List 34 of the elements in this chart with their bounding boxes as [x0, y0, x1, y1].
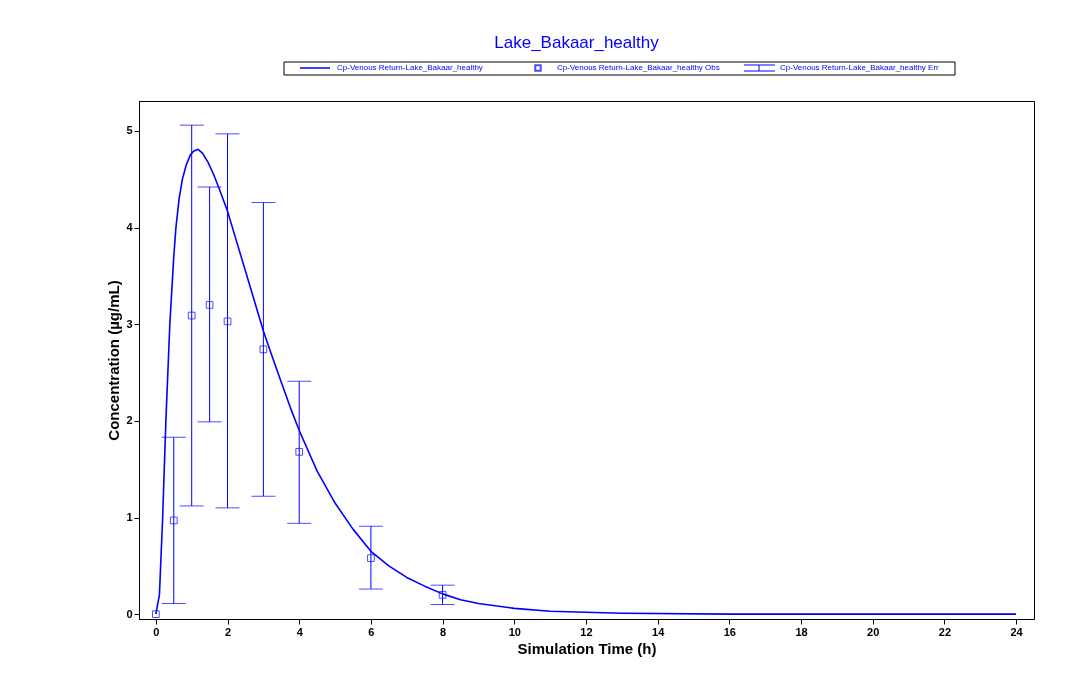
- y-tick-label: 4: [126, 221, 134, 234]
- chart-title: Lake_Bakaar_healthy: [494, 33, 660, 52]
- point: [367, 554, 375, 562]
- point: [169, 516, 178, 525]
- x-tick-label: 12: [580, 625, 593, 638]
- text: Cp-Venous Return-Lake_Bakaar_healthy Err: [780, 63, 940, 72]
- point: [151, 610, 160, 619]
- point: [438, 590, 447, 599]
- y-tick-label: 2: [126, 414, 133, 427]
- x-tick-label: 16: [723, 625, 736, 638]
- point: [205, 301, 214, 309]
- legend-label: Cp-Venous Return-Lake_Bakaar_healthy: [337, 63, 483, 72]
- x-tick-label: 0: [153, 625, 160, 638]
- x-tick-label: 14: [652, 625, 666, 638]
- x-tick-label: 2: [224, 625, 232, 638]
- point: [295, 447, 304, 456]
- x-tick-label: 20: [867, 625, 880, 638]
- x-tick-label: 10: [508, 625, 521, 638]
- point: [187, 311, 196, 320]
- point: [223, 317, 232, 326]
- x-tick-label: 4: [296, 625, 304, 638]
- x-tick-label: 6: [368, 625, 375, 638]
- y-tick-label: 3: [126, 317, 133, 330]
- x-tick-label: 18: [795, 625, 808, 638]
- x-tick-label: 22: [938, 625, 952, 638]
- point: [259, 345, 268, 354]
- y-axis-title: Concentration (µg/mL): [105, 280, 123, 441]
- x-tick-label: 8: [440, 625, 447, 638]
- x-tick-label: 24: [1010, 625, 1024, 638]
- x-axis-title: Simulation Time (h): [517, 639, 657, 657]
- y-tick-label: 5: [126, 124, 133, 137]
- legend-label: Cp-Venous Return-Lake_Bakaar_healthy Obs: [557, 63, 720, 72]
- y-tick-label: 0: [126, 607, 133, 620]
- y-tick-label: 1: [126, 511, 133, 524]
